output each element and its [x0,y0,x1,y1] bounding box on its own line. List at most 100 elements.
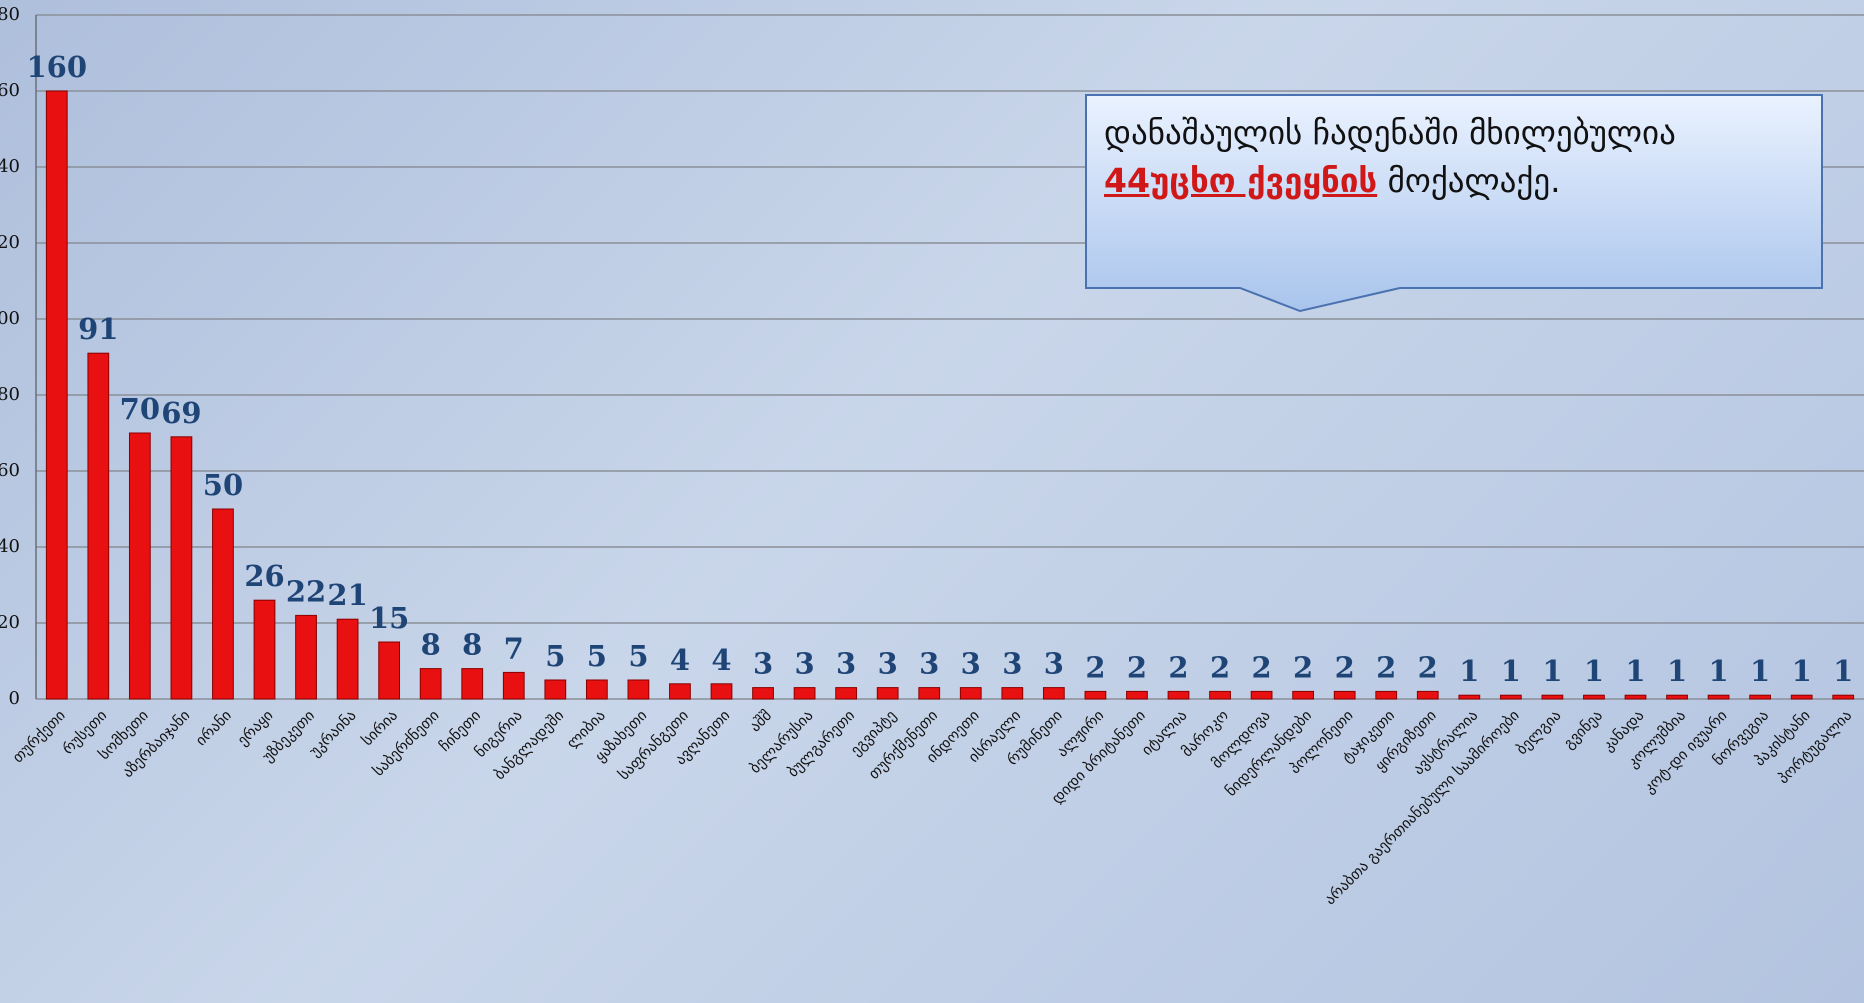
bar [87,352,110,700]
bar [1749,694,1772,700]
data-label: 3 [836,647,856,681]
data-label: 2 [1210,650,1230,684]
data-label: 8 [421,628,441,662]
bar [1167,690,1190,700]
data-label: 1 [1459,654,1479,688]
bar [1541,694,1564,700]
callout-part: დანაშაულის ჩადენაში მხილებულია [1104,113,1676,152]
bar [502,671,525,700]
bar [170,436,193,700]
data-label: 1 [1667,654,1687,688]
data-label: 3 [961,647,981,681]
data-label: 1 [1708,654,1728,688]
data-label: 2 [1127,650,1147,684]
data-label: 1 [1833,654,1853,688]
bar [1126,690,1148,700]
data-label: 1 [1542,654,1562,688]
bar [295,614,317,700]
y-tick-label: 100 [0,308,20,329]
bar [918,687,941,700]
data-label: 2 [1418,650,1438,684]
bar [1790,694,1813,700]
data-label: 7 [504,631,524,665]
bar [793,687,816,700]
y-tick-label: 80 [0,384,20,405]
data-label: 3 [919,647,939,681]
bar [1042,687,1065,700]
data-label: 160 [26,50,87,84]
callout-text: დანაშაულის ჩადენაში მხილებულია 44უცხო ქვ… [1086,95,1822,219]
bar [1666,694,1688,700]
y-tick-label: 180 [0,4,20,25]
x-tick-label: პორტუგალია [1774,706,1855,787]
y-tick-label: 160 [0,80,20,101]
data-label: 3 [753,647,773,681]
data-label: 2 [1168,650,1188,684]
y-tick-label: 120 [0,232,20,253]
data-label: 1 [1792,654,1812,688]
data-label: 3 [1044,647,1064,681]
data-label: 3 [1002,647,1022,681]
bar [1001,687,1024,700]
data-label: 69 [161,396,201,430]
data-label: 4 [670,643,690,677]
x-tick-label: თურქეთი [9,706,69,766]
bar [378,641,401,700]
bar [1375,690,1398,700]
data-label: 2 [1251,650,1271,684]
data-label: 15 [369,601,409,635]
x-tick-label: აშშ [746,706,775,735]
bar [585,679,608,700]
bar [1333,690,1356,700]
data-label: 1 [1625,654,1645,688]
bar [128,432,151,700]
data-label: 1 [1584,654,1604,688]
bar [1832,694,1855,700]
data-label: 2 [1085,650,1105,684]
y-tick-label: 0 [9,688,20,709]
data-label: 2 [1293,650,1313,684]
data-label: 91 [78,312,118,346]
x-tick-label: უკრაინა [306,706,360,760]
y-tick-label: 20 [0,612,20,633]
data-label: 3 [878,647,898,681]
bar [1583,694,1605,700]
data-label: 5 [545,639,565,673]
y-tick-label: 40 [0,536,20,557]
data-label: 5 [628,639,648,673]
data-label: 26 [244,559,284,593]
data-label: 2 [1335,650,1355,684]
data-label: 50 [203,468,243,502]
data-label: 4 [711,643,731,677]
data-label: 22 [286,574,326,608]
y-tick-label: 140 [0,156,20,177]
x-tick-label: გვინეა [1560,706,1606,752]
bar [1499,694,1522,700]
bar [1209,690,1231,700]
bar [959,687,982,700]
data-label: 21 [327,578,367,612]
bar [1292,690,1315,700]
bar [710,683,733,700]
bar [1084,690,1107,700]
callout-part: მოქალაქე. [1377,161,1561,200]
bar [669,683,691,700]
bar [461,668,484,700]
bar [1416,690,1439,700]
bar [876,687,899,700]
x-tick-label: ბელგია [1512,706,1564,758]
data-label: 3 [794,647,814,681]
bar [835,687,858,700]
data-label: 1 [1750,654,1770,688]
bar [336,618,359,700]
callout-box [1085,94,1823,313]
y-tick-label: 60 [0,460,20,481]
callout-highlight: 44უცხო ქვეყნის [1104,161,1378,200]
bar [627,679,650,700]
data-label: 2 [1376,650,1396,684]
bar [45,90,68,700]
bar [212,508,234,700]
bar [752,687,774,700]
